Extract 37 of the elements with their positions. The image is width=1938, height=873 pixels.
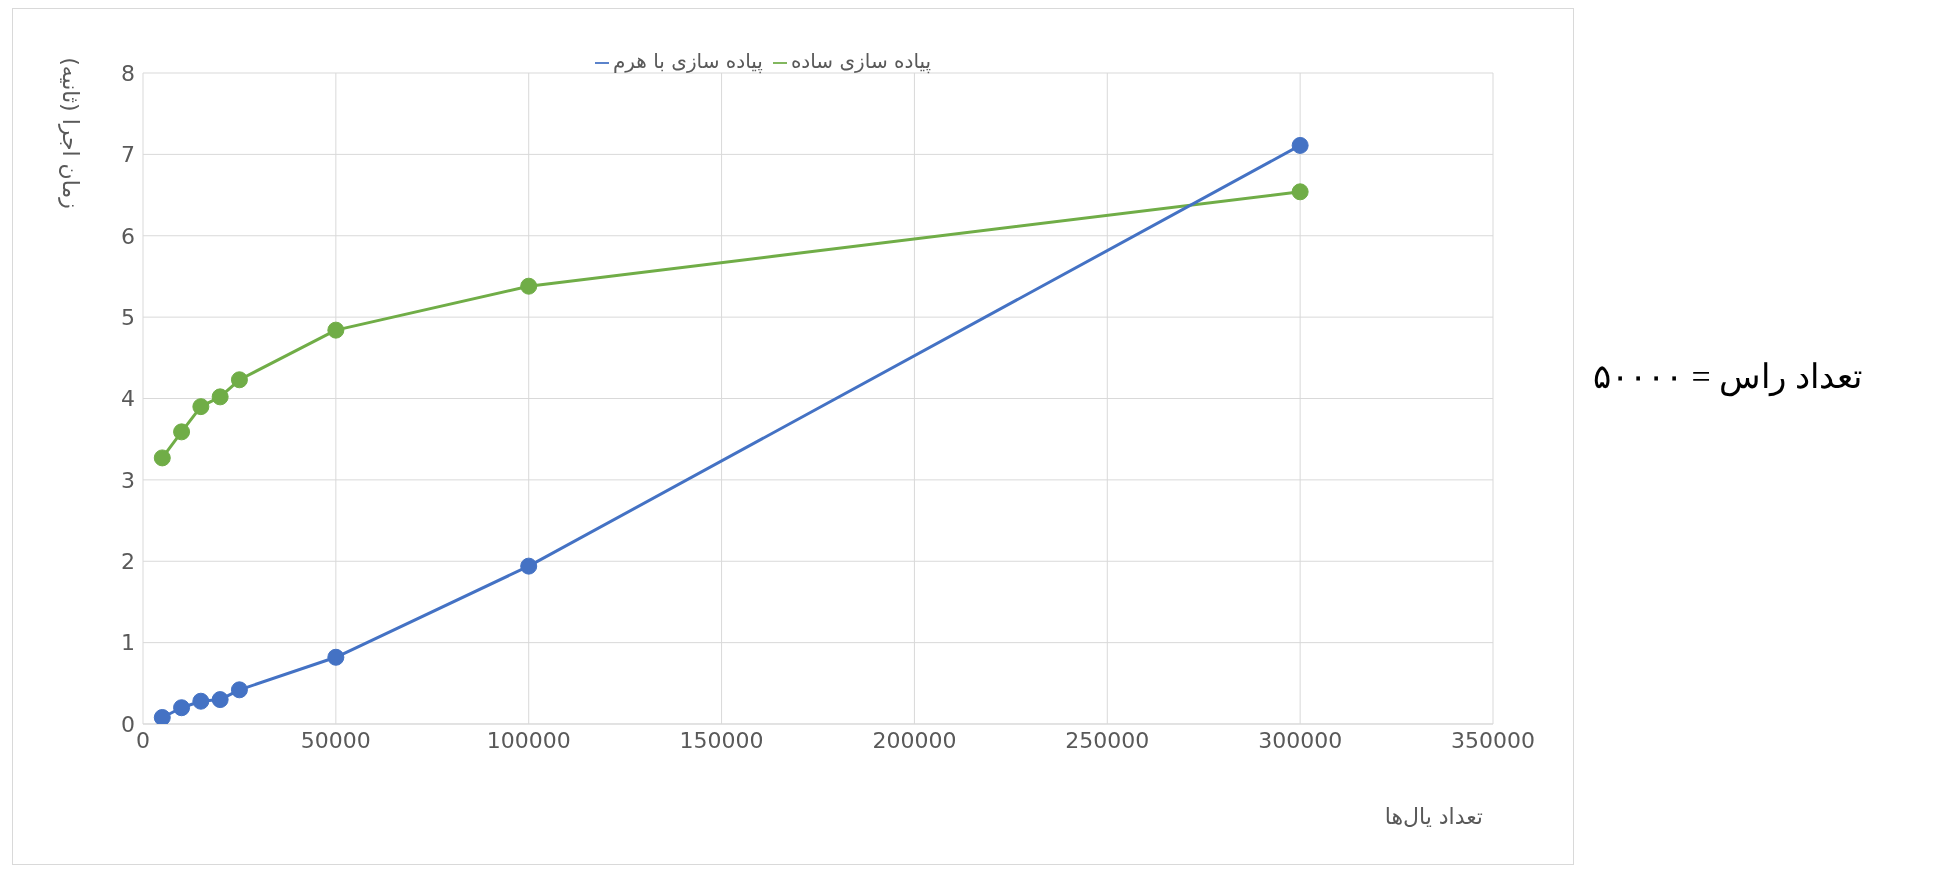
point: [1291, 183, 1309, 201]
x-tick-label: 250000: [1065, 727, 1150, 753]
point: [211, 388, 229, 406]
legend-label: پیاده سازی با هرم: [612, 49, 763, 73]
point: [173, 699, 191, 717]
point: [211, 691, 229, 709]
x-tick-label: 300000: [1258, 727, 1343, 753]
point: [520, 277, 538, 295]
point: [173, 423, 191, 441]
point: [327, 321, 345, 339]
point: [153, 708, 171, 724]
point: [230, 681, 248, 699]
y-tick-label: 4: [121, 386, 135, 412]
x-tick-label: 200000: [872, 727, 957, 753]
y-tick-label: 6: [121, 223, 135, 249]
x-tick-label: 150000: [679, 727, 764, 753]
x-tick-label: 100000: [486, 727, 571, 753]
legend-label: پیاده سازی ساده: [790, 49, 932, 73]
x-tick-label: 350000: [1451, 727, 1535, 753]
x-axis-title: تعداد یال‌ها: [1384, 804, 1483, 829]
y-tick-label: 1: [121, 630, 135, 656]
y-tick-label: 0: [121, 711, 135, 737]
point: [192, 398, 210, 416]
y-tick-label: 5: [121, 304, 135, 330]
y-tick-label: 7: [121, 142, 135, 168]
y-tick-label: 2: [121, 549, 135, 575]
point: [153, 449, 171, 467]
point: [1291, 136, 1309, 154]
point: [192, 692, 210, 710]
y-tick-label: 3: [121, 467, 135, 493]
y-tick-label: 8: [121, 60, 135, 86]
point: [520, 557, 538, 575]
y-axis-title: زمان اجرا (ثانیه): [58, 57, 83, 209]
x-tick-label: 50000: [300, 727, 371, 753]
point: [230, 371, 248, 389]
text: تعداد راس = ۵۰۰۰۰: [1593, 357, 1862, 396]
point: [327, 648, 345, 666]
